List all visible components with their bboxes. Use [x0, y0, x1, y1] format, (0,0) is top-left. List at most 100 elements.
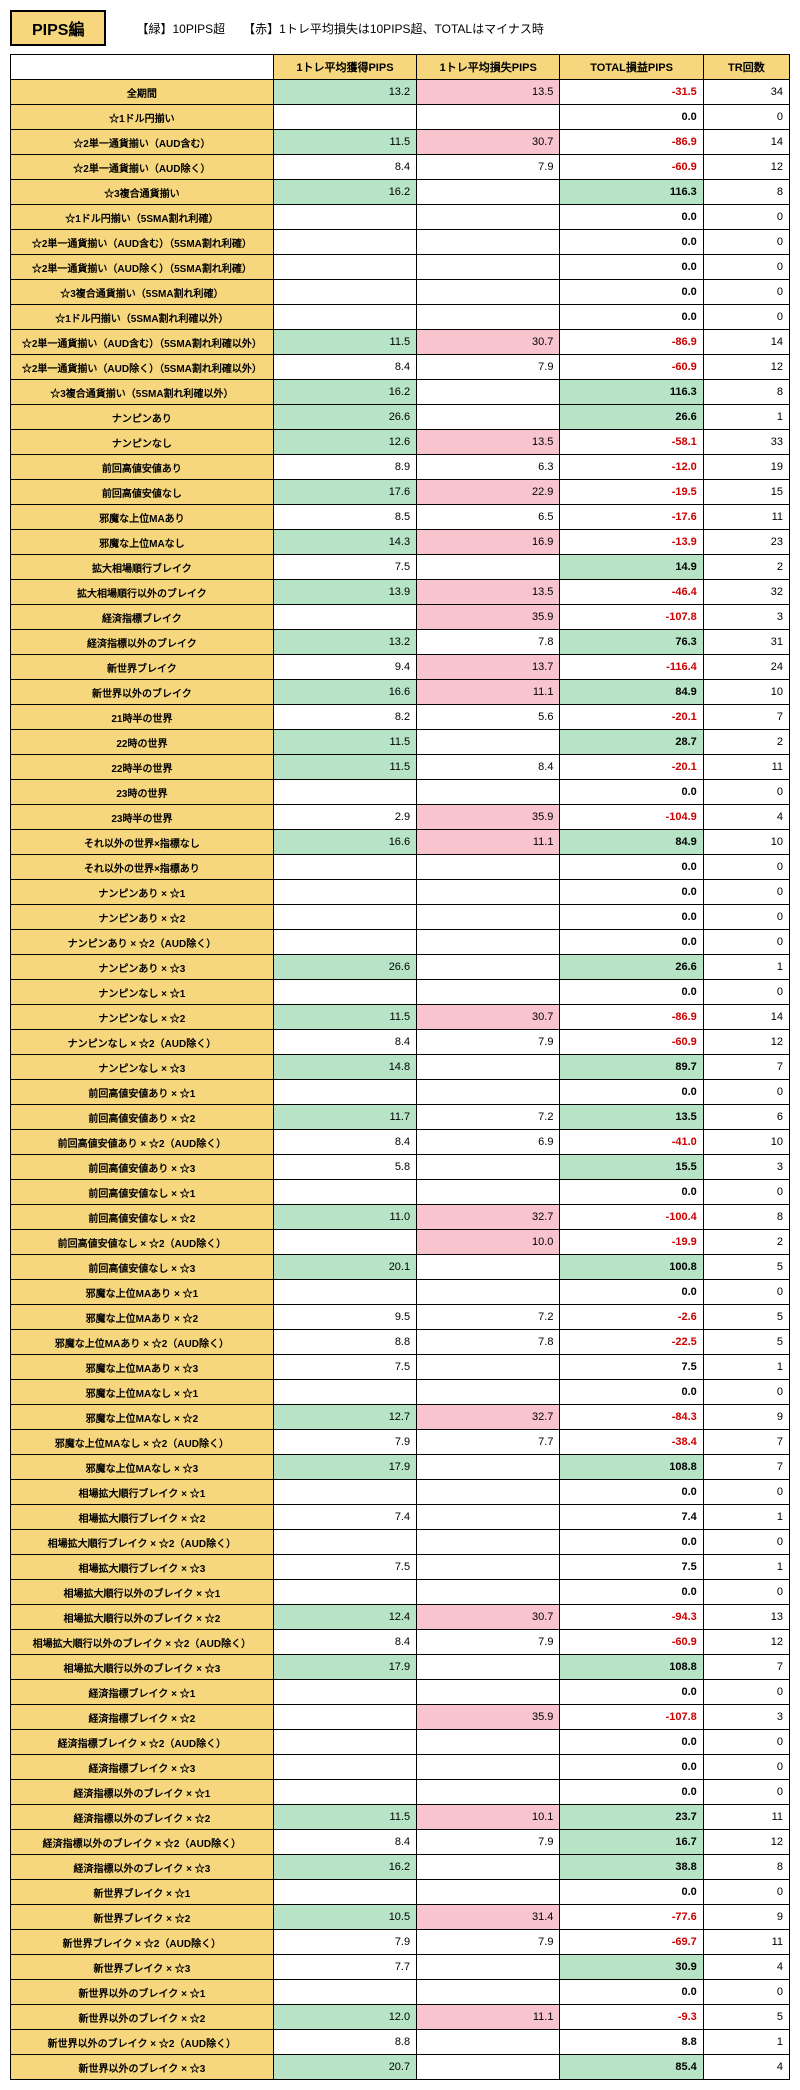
cell-tr: 14 — [703, 330, 789, 355]
table-row: ナンピンなし × ☆10.00 — [11, 980, 790, 1005]
cell-loss: 11.1 — [417, 830, 560, 855]
cell-tr: 8 — [703, 1855, 789, 1880]
row-label: 前回高値安値あり × ☆2（AUD除く） — [11, 1130, 274, 1155]
row-label: ナンピンなし × ☆1 — [11, 980, 274, 1005]
cell-tr: 1 — [703, 2030, 789, 2055]
cell-tr: 2 — [703, 730, 789, 755]
cell-gain — [273, 1780, 416, 1805]
cell-tr: 0 — [703, 1380, 789, 1405]
table-row: ☆2単一通貨揃い（AUD含む）11.530.7-86.914 — [11, 130, 790, 155]
row-label: ☆2単一通貨揃い（AUD含む）（5SMA割れ利確） — [11, 230, 274, 255]
legend-text: 【緑】10PIPS超 【赤】1トレ平均損失は10PIPS超、TOTALはマイナス… — [136, 20, 543, 37]
cell-tr: 0 — [703, 280, 789, 305]
row-label: ナンピンあり × ☆2 — [11, 905, 274, 930]
table-row: 23時の世界0.00 — [11, 780, 790, 805]
table-row: 新世界以外のブレイク × ☆2（AUD除く）8.88.81 — [11, 2030, 790, 2055]
cell-loss: 7.9 — [417, 1030, 560, 1055]
row-label: 新世界ブレイク — [11, 655, 274, 680]
table-row: 新世界以外のブレイク16.611.184.910 — [11, 680, 790, 705]
cell-tr: 0 — [703, 780, 789, 805]
table-row: 前回高値安値なし × ☆2（AUD除く）10.0-19.92 — [11, 1230, 790, 1255]
row-label: 経済指標ブレイク × ☆3 — [11, 1755, 274, 1780]
row-label: 経済指標ブレイク — [11, 605, 274, 630]
cell-gain — [273, 605, 416, 630]
row-label: 前回高値安値あり — [11, 455, 274, 480]
cell-total: -19.9 — [560, 1230, 703, 1255]
cell-tr: 0 — [703, 1580, 789, 1605]
cell-loss — [417, 905, 560, 930]
row-label: 邪魔な上位MAなし — [11, 530, 274, 555]
table-row: ☆3複合通貨揃い16.2116.38 — [11, 180, 790, 205]
cell-tr: 7 — [703, 705, 789, 730]
cell-total: 7.5 — [560, 1555, 703, 1580]
cell-loss: 30.7 — [417, 1005, 560, 1030]
cell-total: -107.8 — [560, 1705, 703, 1730]
cell-tr: 0 — [703, 1680, 789, 1705]
row-label: 邪魔な上位MAなし × ☆3 — [11, 1455, 274, 1480]
cell-tr: 5 — [703, 1305, 789, 1330]
cell-total: 76.3 — [560, 630, 703, 655]
cell-gain: 16.2 — [273, 380, 416, 405]
cell-tr: 7 — [703, 1455, 789, 1480]
cell-gain: 12.0 — [273, 2005, 416, 2030]
table-row: ナンピンあり × ☆20.00 — [11, 905, 790, 930]
cell-gain: 8.4 — [273, 1130, 416, 1155]
table-row: 新世界以外のブレイク × ☆10.00 — [11, 1980, 790, 2005]
cell-total: 0.0 — [560, 280, 703, 305]
cell-loss — [417, 1080, 560, 1105]
cell-gain — [273, 1680, 416, 1705]
cell-tr: 1 — [703, 1505, 789, 1530]
cell-total: 0.0 — [560, 1480, 703, 1505]
cell-loss: 7.2 — [417, 1105, 560, 1130]
table-row: 22時の世界11.528.72 — [11, 730, 790, 755]
cell-tr: 4 — [703, 2055, 789, 2080]
cell-gain: 11.5 — [273, 130, 416, 155]
table-row: 経済指標ブレイク × ☆2（AUD除く）0.00 — [11, 1730, 790, 1755]
cell-total: 7.4 — [560, 1505, 703, 1530]
cell-gain: 8.4 — [273, 1630, 416, 1655]
cell-total: -60.9 — [560, 1030, 703, 1055]
row-label: 前回高値安値あり × ☆3 — [11, 1155, 274, 1180]
table-row: ナンピンあり × ☆10.00 — [11, 880, 790, 905]
table-row: 経済指標ブレイク × ☆30.00 — [11, 1755, 790, 1780]
cell-loss — [417, 1055, 560, 1080]
row-label: ☆1ドル円揃い — [11, 105, 274, 130]
cell-gain — [273, 1080, 416, 1105]
cell-gain — [273, 880, 416, 905]
table-row: ☆1ドル円揃い（5SMA割れ利確以外）0.00 — [11, 305, 790, 330]
cell-tr: 4 — [703, 805, 789, 830]
cell-tr: 12 — [703, 1030, 789, 1055]
cell-tr: 6 — [703, 1105, 789, 1130]
table-row: ☆2単一通貨揃い（AUD含む）（5SMA割れ利確）0.00 — [11, 230, 790, 255]
row-label: 邪魔な上位MAあり — [11, 505, 274, 530]
table-row: 前回高値安値あり × ☆2（AUD除く）8.46.9-41.010 — [11, 1130, 790, 1155]
row-label: 新世界ブレイク × ☆1 — [11, 1880, 274, 1905]
cell-loss: 35.9 — [417, 1705, 560, 1730]
cell-tr: 7 — [703, 1055, 789, 1080]
cell-tr: 10 — [703, 830, 789, 855]
row-label: ☆3複合通貨揃い（5SMA割れ利確） — [11, 280, 274, 305]
cell-gain: 11.5 — [273, 755, 416, 780]
cell-loss — [417, 1355, 560, 1380]
cell-total: -107.8 — [560, 605, 703, 630]
row-label: 前回高値安値なし — [11, 480, 274, 505]
cell-gain — [273, 930, 416, 955]
row-label: ナンピンあり × ☆1 — [11, 880, 274, 905]
cell-gain: 16.2 — [273, 180, 416, 205]
cell-gain: 2.9 — [273, 805, 416, 830]
row-label: ☆2単一通貨揃い（AUD除く）（5SMA割れ利確以外） — [11, 355, 274, 380]
cell-gain: 11.5 — [273, 330, 416, 355]
cell-gain — [273, 780, 416, 805]
cell-total: 8.8 — [560, 2030, 703, 2055]
cell-total: -60.9 — [560, 355, 703, 380]
cell-total: -60.9 — [560, 1630, 703, 1655]
cell-loss: 7.7 — [417, 1430, 560, 1455]
cell-total: -86.9 — [560, 1005, 703, 1030]
cell-tr: 1 — [703, 1355, 789, 1380]
cell-tr: 1 — [703, 1555, 789, 1580]
row-label: 前回高値安値なし × ☆1 — [11, 1180, 274, 1205]
row-label: 経済指標以外のブレイク × ☆2（AUD除く） — [11, 1830, 274, 1855]
cell-gain — [273, 1530, 416, 1555]
cell-gain — [273, 230, 416, 255]
cell-gain: 11.5 — [273, 1805, 416, 1830]
